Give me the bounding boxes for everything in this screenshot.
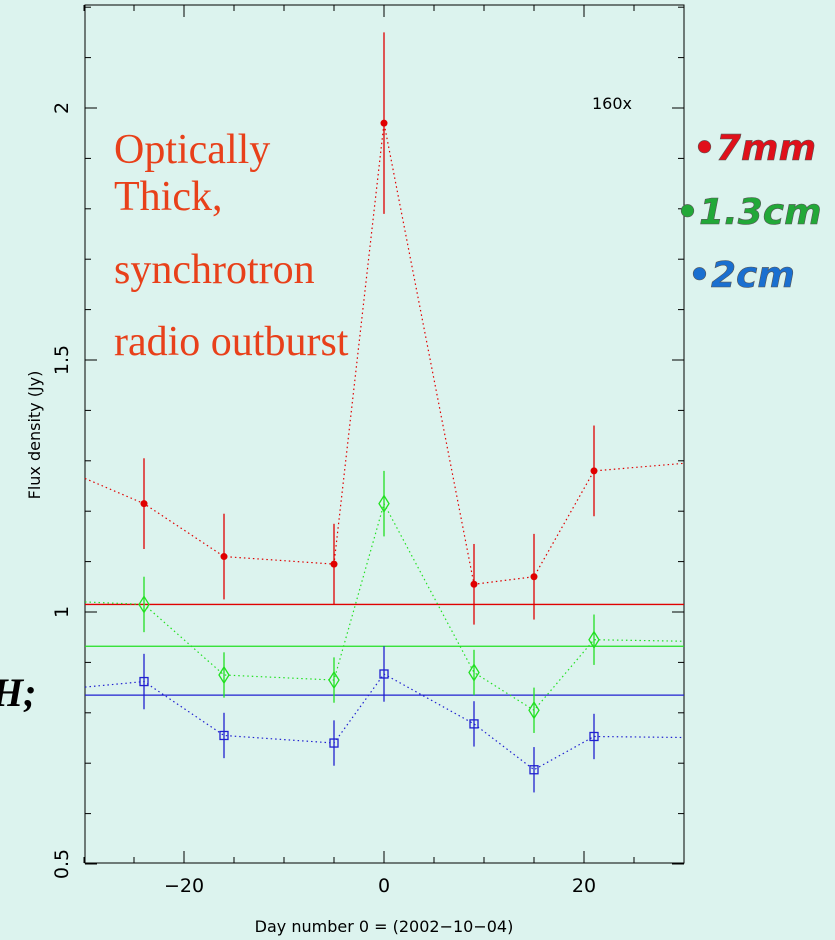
data-point-1.3cm xyxy=(528,701,540,720)
data-point-7mm xyxy=(590,467,598,475)
legend: •7mm •1.3cm •2cm xyxy=(676,128,822,297)
data-point-1.3cm xyxy=(468,663,480,682)
data-point-2cm xyxy=(529,765,539,775)
y-tick-label: 2 xyxy=(51,102,73,114)
annotation-line-1: Optically xyxy=(114,127,270,173)
legend-item-7mm: •7mm xyxy=(693,128,816,169)
data-point-1.3cm xyxy=(588,630,600,649)
annotation-line-3: synchrotron xyxy=(114,247,315,293)
data-markers xyxy=(138,119,600,775)
data-point-7mm xyxy=(470,580,478,588)
data-point-1.3cm xyxy=(218,665,230,685)
data-point-2cm xyxy=(589,731,599,742)
data-point-7mm xyxy=(380,119,388,127)
data-point-7mm xyxy=(140,500,148,508)
data-point-2cm xyxy=(329,738,339,748)
data-point-2cm xyxy=(379,669,389,679)
data-point-2cm xyxy=(469,719,479,729)
y-tick-label: 1 xyxy=(51,606,73,618)
y-axis-label: Flux density (Jy) xyxy=(25,371,44,500)
data-point-7mm xyxy=(220,553,228,561)
annotation-text: Optically Thick, synchrotron radio outbu… xyxy=(114,127,349,365)
data-point-1.3cm xyxy=(378,494,390,513)
x-axis-label: Day number 0 = (2002−10−04) xyxy=(255,917,514,936)
x-tick-label: −20 xyxy=(164,875,204,897)
data-point-2cm xyxy=(139,676,149,687)
x-tick-label: 0 xyxy=(378,875,390,897)
legend-item-2cm: •2cm xyxy=(688,255,795,296)
data-point-1.3cm xyxy=(328,670,340,690)
y-tick-label: 1.5 xyxy=(51,345,73,375)
y-tick-label: 0.5 xyxy=(51,849,73,879)
data-point-7mm xyxy=(530,573,538,581)
data-point-7mm xyxy=(330,560,338,568)
annotation-line-2: Thick, xyxy=(114,174,222,220)
corner-label: 160x xyxy=(592,94,632,113)
axis-ticks xyxy=(83,5,685,865)
axis-tick-labels: −20 0 20 0.5 1 1.5 2 xyxy=(51,102,596,897)
x-tick-label: 20 xyxy=(572,875,596,897)
annotation-line-4: radio outburst xyxy=(114,319,349,365)
left-edge-fragment: H; xyxy=(0,670,36,715)
data-point-2cm xyxy=(219,730,229,741)
data-point-1.3cm xyxy=(138,595,150,614)
legend-item-1.3cm: •1.3cm xyxy=(676,192,822,233)
